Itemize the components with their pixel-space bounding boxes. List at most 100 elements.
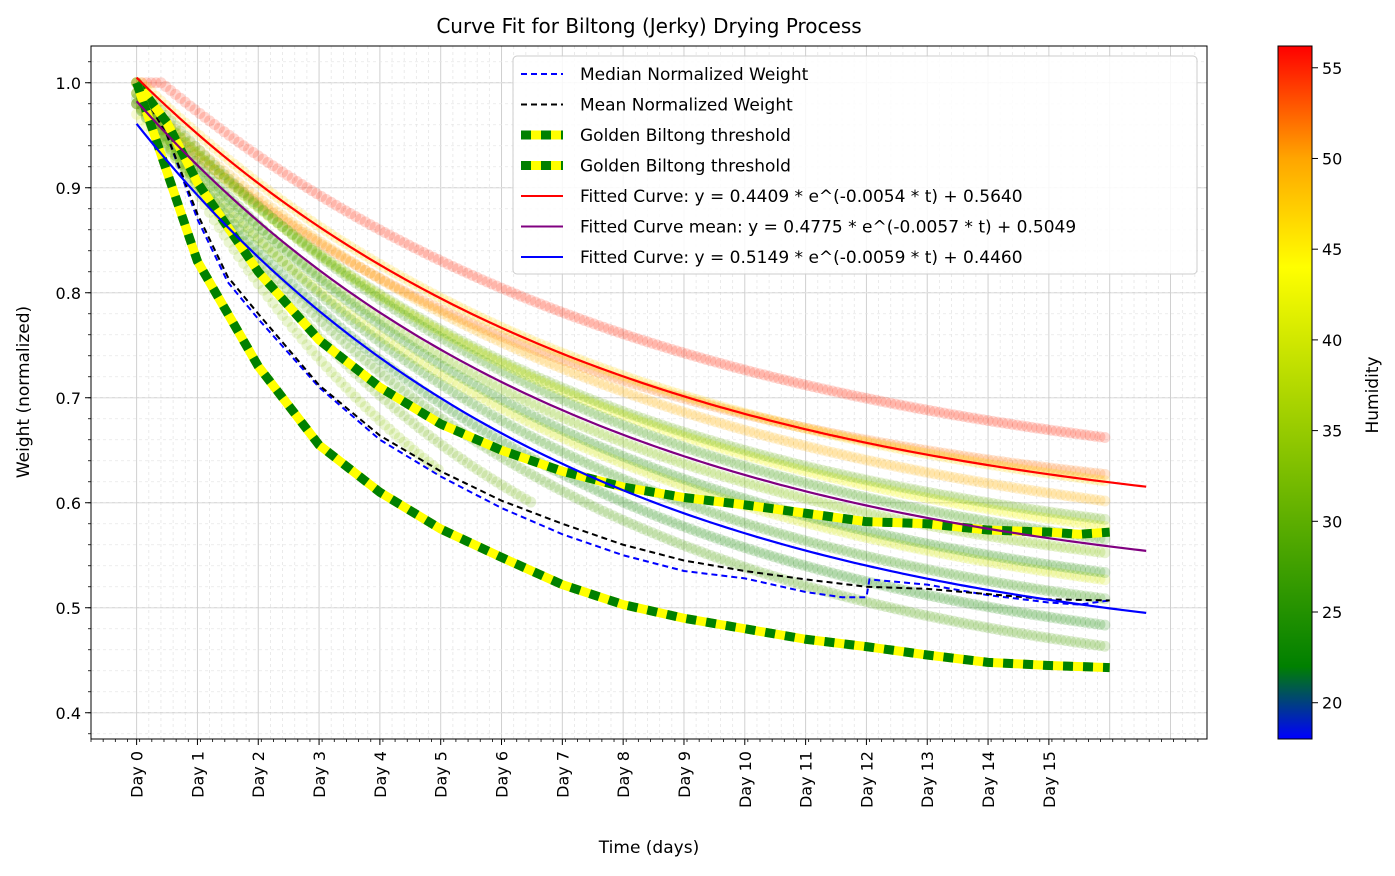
scatter-point [865,393,877,405]
scatter-point [442,373,454,385]
scatter-point [758,450,770,462]
scatter-point [1045,487,1057,499]
scatter-point [350,312,362,324]
scatter-point [666,476,678,488]
scatter-point [267,160,279,172]
scatter-point [530,382,542,394]
scatter-point [967,553,979,565]
scatter-point [637,426,649,438]
scatter-point [306,185,318,197]
scatter-point [403,349,415,361]
scatter-point [802,478,814,490]
scatter-point [525,342,537,354]
scatter-point [856,478,868,490]
scatter-point [583,405,595,417]
scatter-point [291,254,303,266]
scatter-point [466,349,478,361]
scatter-point [277,221,289,233]
scatter-point [286,216,298,228]
scatter-point [311,248,323,260]
scatter-point [690,434,702,446]
scatter-point [447,309,459,321]
scatter-point [612,456,624,468]
scatter-point [700,413,712,425]
scatter-point [554,393,566,405]
scatter-point [174,92,186,104]
scatter-point [622,411,634,423]
scatter-point [967,513,979,525]
scatter-point [252,197,264,209]
scatter-point [749,452,761,464]
scatter-point [544,358,556,370]
scatter-point [325,245,337,257]
scatter-point [427,300,439,312]
scatter-point [330,199,342,211]
scatter-point [593,320,605,332]
scatter-point [646,420,658,432]
scatter-point [1016,562,1028,574]
x-tick-label: Day 1 [188,751,207,798]
scatter-point [773,470,785,482]
scatter-point [384,300,396,312]
scatter-point [564,365,576,377]
scatter-point [247,198,259,210]
scatter-point [457,338,469,350]
scatter-point [885,397,897,409]
scatter-point [306,244,318,256]
scatter-point [783,375,795,387]
scatter-point [510,364,522,376]
scatter-point [676,479,688,491]
scatter-point [1079,544,1091,556]
scatter-point [894,461,906,473]
scatter-point [933,507,945,519]
scatter-point [739,476,751,488]
scatter-point [218,173,230,185]
scatter-point [714,437,726,449]
scatter-point [398,305,410,317]
scatter-point [1060,490,1072,502]
scatter-point [651,470,663,482]
scatter-point [885,479,897,491]
scatter-point [496,357,508,369]
scatter-point [817,469,829,481]
scatter-point [1084,572,1096,584]
scatter-point [530,370,542,382]
scatter-point [359,264,371,276]
scatter-point [247,193,259,205]
scatter-point [189,149,201,161]
colorbar: Humidity 20 25 30 35 40 45 50 55 [1277,45,1383,740]
scatter-point [578,371,590,383]
scatter-point [476,274,488,286]
scatter-point [676,346,688,358]
scatter-point [325,243,337,255]
scatter-point [539,404,551,416]
scatter-point [739,444,751,456]
scatter-point [1094,513,1106,525]
scatter-point [369,287,381,299]
scatter-point [486,326,498,338]
scatter-point [442,330,454,342]
scatter-point [676,430,688,442]
scatter-point [690,462,702,474]
scatter-point [1002,559,1014,571]
scatter-point [700,448,712,460]
scatter-point [296,236,308,248]
scatter-point [208,164,220,176]
scatter-point [243,210,255,222]
scatter-point [607,454,619,466]
scatter-point [466,340,478,352]
scatter-point [953,472,965,484]
scatter-point [802,493,814,505]
scatter-point [223,129,235,141]
scatter-point [714,357,726,369]
scatter-point [792,377,804,389]
scatter-point [578,394,590,406]
scatter-point [870,482,882,494]
scatter-point [568,387,580,399]
scatter-point [588,375,600,387]
scatter-point [841,527,853,539]
scatter-point [369,310,381,322]
scatter-point [948,409,960,421]
scatter-point [637,392,649,404]
scatter-point [238,186,250,198]
